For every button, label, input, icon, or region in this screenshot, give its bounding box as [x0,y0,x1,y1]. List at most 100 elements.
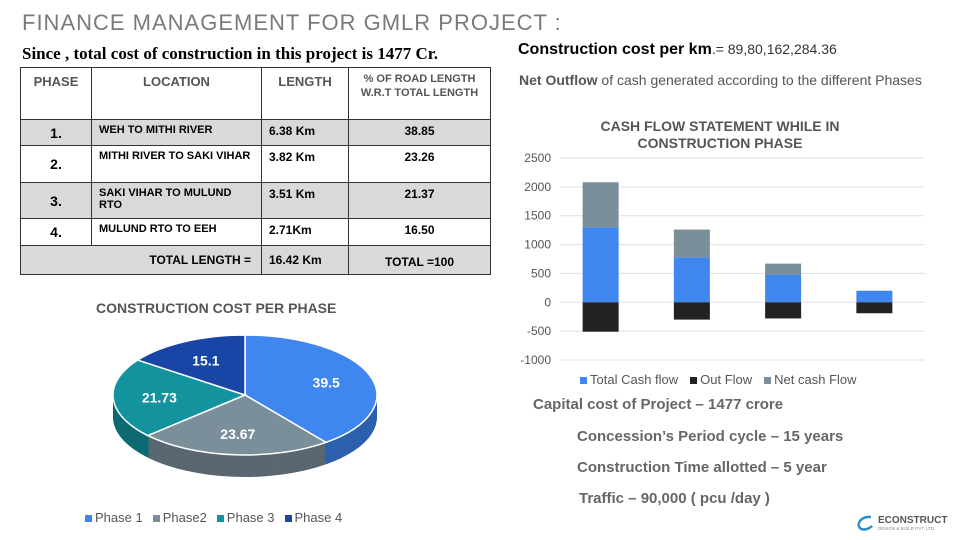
legend-swatch [580,377,587,384]
legend-item: Phase 1 [85,510,143,525]
pct: 21.37 [348,182,491,219]
phase-table: PHASE LOCATION LENGTH % OF ROAD LENGTH W… [20,67,491,275]
length: 3.51 Km [261,182,349,219]
legend-label: Phase 3 [226,510,275,525]
table-row: 2. MITHI RIVER TO SAKI VIHAR 3.82 Km 23.26 [20,145,491,183]
length: 3.82 Km [261,145,349,183]
legend-swatch [216,515,224,522]
legend-item: Phase 3 [216,510,275,525]
legend-swatch [764,377,772,384]
bar-segment [856,290,893,303]
legend-swatch [152,515,160,522]
legend-item: Phase 4 [284,510,343,525]
col-phase: PHASE [20,67,92,120]
bar-segment [582,227,619,303]
cost-per-km: Construction cost per km.= 89,80,162,284… [518,41,837,59]
logo-sub: DESIGN & BUILD PVT. LTD. [878,525,936,531]
y-tick-label: 2000 [524,180,551,194]
location: MITHI RIVER TO SAKI VIHAR [91,145,262,183]
legend-item: Out Flow [690,372,752,387]
location: SAKI VIHAR TO MULUND RTO [91,182,262,219]
bar-segment [765,274,802,303]
pie-chart: 39.5 23.67 21.73 15.1 [112,334,378,477]
bar-legend: Total Cash flow Out Flow Net cash Flow [580,372,857,387]
pie-data-label: 21.73 [142,389,177,405]
table-header: PHASE LOCATION LENGTH % OF ROAD LENGTH W… [20,67,491,120]
total-length: 16.42 Km [261,245,349,275]
y-tick-label: 2500 [524,151,551,165]
bar-segment [673,302,710,320]
legend-swatch [85,515,92,522]
table-row: 3. SAKI VIHAR TO MULUND RTO 3.51 Km 21.37 [20,182,491,219]
pct: 38.85 [348,119,491,146]
concession-period: Concession’s Period cycle – 15 years [577,428,844,445]
total-row: TOTAL LENGTH = 16.42 Km TOTAL =100 [20,245,491,275]
bar-segment [856,302,893,314]
pie-data-label: 39.5 [313,374,340,390]
legend-item: Total Cash flow [580,372,678,387]
bar-segment [765,302,802,319]
page-title: FINANCE MANAGEMENT FOR GMLR PROJECT : [22,10,562,35]
y-tick-label: 1500 [524,209,551,223]
pie-data-label: 23.67 [220,426,255,442]
pie-title: CONSTRUCTION COST PER PHASE [96,300,337,316]
legend-item: Net cash Flow [764,372,857,387]
traffic: Traffic – 90,000 ( pcu /day ) [579,490,770,507]
capital-cost: Capital cost of Project – 1477 crore [533,396,784,413]
pie-legend: Phase 1 Phase2 Phase 3 Phase 4 [85,510,342,525]
pie-slice [146,394,328,456]
y-tick-label: 500 [531,266,551,280]
pie-slice [244,334,378,444]
phase: 4. [20,218,92,246]
legend-label: Net cash Flow [774,372,857,387]
length: 2.71Km [261,218,349,246]
legend-label: Phase 4 [294,510,343,525]
col-location: LOCATION [91,67,262,120]
net-outflow-bold: Net Outflow [519,72,598,88]
bar-segment [673,229,710,258]
phase: 1. [20,119,92,146]
logo: ECONSTRUCT DESIGN & BUILD PVT. LTD. [855,514,947,532]
pie-slice [135,334,246,397]
phase: 2. [20,145,92,183]
table-row: 1. WEH TO MITHI RIVER 6.38 Km 38.85 [20,119,491,146]
location: MULUND RTO TO EEH [91,218,262,246]
bar-chart-title: CASH FLOW STATEMENT WHILE IN CONSTRUCTIO… [600,118,840,151]
logo-icon [857,515,873,531]
total-cost-statement: Since , total cost of construction in th… [22,44,439,63]
total-label: TOTAL LENGTH = [20,245,262,275]
pct: 16.50 [348,218,491,246]
y-tick-label: -1000 [520,353,551,367]
legend-label: Phase2 [162,510,207,525]
col-pct: % OF ROAD LENGTH W.R.T TOTAL LENGTH [348,67,491,120]
bar-chart: 2500 2000 1500 1000 500 0 -500 -1000 [520,151,925,367]
pie-slice [112,359,248,437]
col-length: LENGTH [261,67,349,120]
cost-per-km-label: Construction cost per km [518,41,712,58]
legend-label: Total Cash flow [590,372,679,387]
length: 6.38 Km [261,119,349,146]
bar-segment [765,263,802,275]
table-row: 4. MULUND RTO TO EEH 2.71Km 16.50 [20,218,491,246]
phase: 3. [20,182,92,219]
cost-per-km-value: .= 89,80,162,284.36 [711,41,837,57]
bar-segment [582,182,619,228]
legend-label: Phase 1 [95,510,143,525]
legend-item: Phase2 [152,510,207,525]
net-outflow-rest: of cash generated according to the diffe… [597,72,922,88]
logo-name: ECONSTRUCT [878,514,948,526]
bar-segment [673,257,710,303]
construction-time: Construction Time allotted – 5 year [577,459,827,476]
y-tick-label: 1000 [524,238,551,252]
y-tick-label: -500 [527,324,551,338]
legend-swatch [284,515,292,522]
pie-data-label: 15.1 [192,352,219,368]
net-outflow-text: Net Outflow of cash generated according … [519,71,929,90]
legend-swatch [690,377,698,384]
pct: 23.26 [348,145,491,183]
total-pct: TOTAL =100 [348,245,491,275]
y-tick-label: 0 [544,295,551,309]
location: WEH TO MITHI RIVER [91,119,262,146]
bar-segment [582,302,619,332]
legend-label: Out Flow [700,372,753,387]
